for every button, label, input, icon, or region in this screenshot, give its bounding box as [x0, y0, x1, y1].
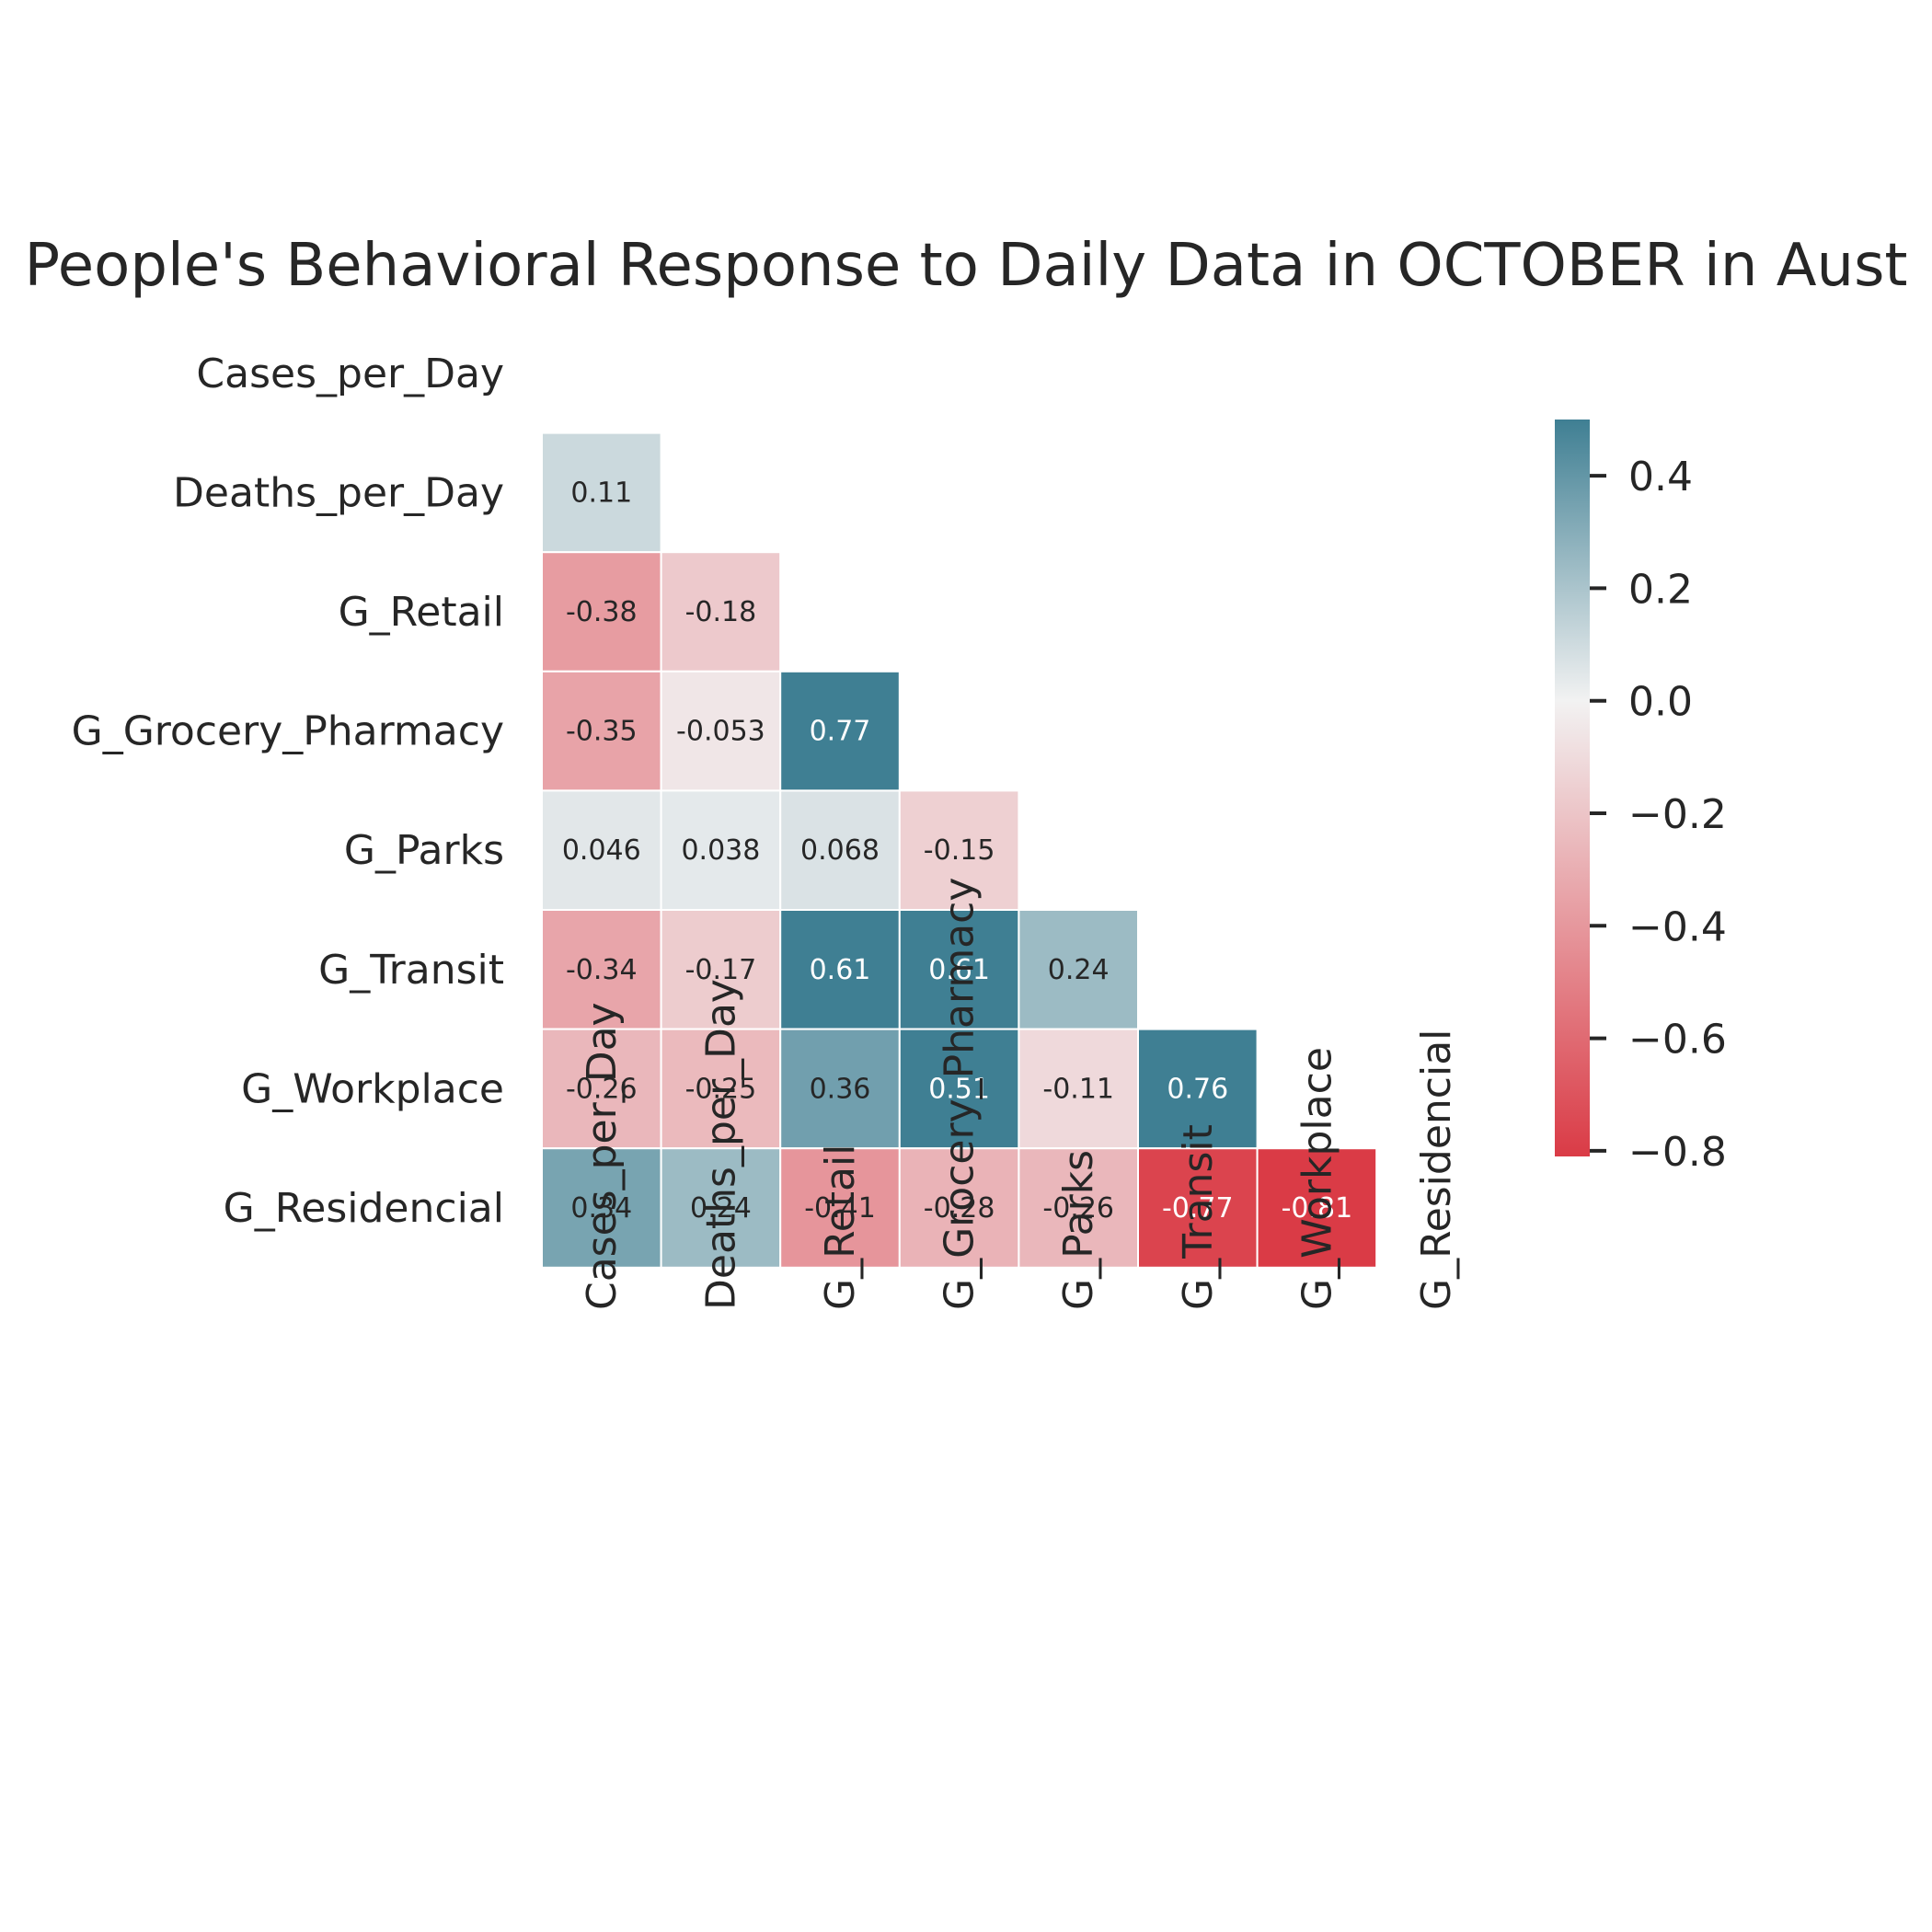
- heatmap-cells: 0.11 -0.38 -0.18 -0.35 -0.053 0.77 0.046 0.038 0…: [541, 431, 1378, 1269]
- heatmap-cell: [779, 789, 901, 912]
- cell-value-label: 0.11: [570, 477, 632, 509]
- cell-value-label: -0.11: [1042, 1073, 1114, 1105]
- cell-value-label: -0.28: [924, 1192, 995, 1225]
- heatmap-cell: [1018, 1147, 1140, 1269]
- cell-value-label: -0.34: [566, 954, 638, 986]
- heatmap-cell: [660, 789, 782, 912]
- row-label: G_Grocery_Pharmacy: [72, 708, 504, 755]
- cell-value-label: -0.26: [566, 1073, 638, 1105]
- cell-value-label: 0.36: [810, 1073, 871, 1105]
- colorbar-tick-label: −0.4: [1628, 903, 1727, 950]
- cell-value-label: -0.77: [1162, 1192, 1234, 1225]
- cell-value-label: 0.76: [1167, 1073, 1228, 1105]
- cell-value-label: -0.41: [804, 1192, 876, 1225]
- heatmap-cell: [898, 1028, 1020, 1150]
- row-tick-labels: Cases_per_Day Deaths_per_Day G_Retail G_Gro…: [72, 351, 504, 1232]
- column-label: G_Retail: [817, 1144, 864, 1310]
- column-label: G_Transit: [1175, 1124, 1222, 1310]
- cell-value-label: 0.34: [570, 1192, 632, 1225]
- heatmap-cell: [1256, 1147, 1378, 1269]
- cell-value-label: 0.24: [690, 1192, 752, 1225]
- chart-title: People's Behavioral Response to Daily Da…: [24, 232, 1907, 300]
- row-label: G_Transit: [318, 947, 504, 994]
- heatmap-cell: [660, 551, 782, 673]
- colorbar-tick-label: 0.0: [1628, 679, 1693, 726]
- cell-value-label: 0.51: [928, 1073, 990, 1105]
- colorbar-gradient: [1555, 420, 1590, 1156]
- colorbar-tick-label: 0.2: [1628, 566, 1693, 613]
- column-label: G_Workplace: [1294, 1047, 1340, 1310]
- row-label: G_Workplace: [241, 1065, 504, 1112]
- cell-value-label: 0.61: [928, 954, 990, 986]
- heatmap-cell: [898, 909, 1020, 1030]
- cell-value-label: 0.77: [810, 716, 871, 748]
- heatmap-cell: [541, 1147, 662, 1269]
- cell-value-label: -0.18: [685, 596, 757, 628]
- heatmap-cell: [541, 551, 662, 673]
- colorbar-tick-label: −0.6: [1628, 1017, 1727, 1064]
- colorbar: 0.4 0.2 0.0 −0.2 −0.4 −0.6 −0.8: [1555, 420, 1727, 1176]
- column-label: G_Residencial: [1413, 1029, 1460, 1310]
- cell-value-label: -0.35: [566, 716, 638, 748]
- heatmap-cell: [779, 1147, 901, 1269]
- colorbar-tick-label: −0.8: [1628, 1129, 1727, 1176]
- heatmap-cell: [660, 1147, 782, 1269]
- cell-value-label: -0.17: [685, 954, 757, 986]
- cell-value-label: 0.038: [681, 834, 760, 867]
- heatmap-cell: [779, 909, 901, 1030]
- cell-value-label: -0.38: [566, 596, 638, 628]
- cell-value-label: -0.15: [924, 834, 995, 867]
- cell-value-label: 0.24: [1048, 954, 1110, 986]
- heatmap-cell: [779, 1028, 901, 1150]
- cell-value-label: 0.61: [810, 954, 871, 986]
- row-label: G_Residencial: [224, 1185, 504, 1232]
- cell-value-label: -0.26: [1042, 1192, 1114, 1225]
- heatmap-cell: [541, 431, 662, 554]
- cell-value-label: -0.81: [1282, 1192, 1353, 1225]
- column-label: G_Parks: [1055, 1150, 1102, 1310]
- column-label: G_Grocery_Pharmacy: [937, 878, 983, 1310]
- column-label: Cases_per_Day: [579, 1002, 626, 1310]
- colorbar-tick-label: −0.2: [1628, 791, 1727, 838]
- cell-value-label: -0.25: [685, 1073, 757, 1105]
- heatmap-cell: [898, 1147, 1020, 1269]
- row-label: G_Parks: [344, 827, 504, 874]
- heatmap-cell: [1137, 1028, 1259, 1150]
- cell-value-label: -0.053: [676, 716, 765, 748]
- row-label: G_Retail: [339, 589, 504, 636]
- colorbar-tick-label: 0.4: [1628, 454, 1693, 500]
- heatmap-cell: [660, 1028, 782, 1150]
- column-tick-labels: Cases_per_Day Deaths_per_Day G_Retail G_Gro…: [579, 878, 1460, 1310]
- row-label: Cases_per_Day: [196, 351, 504, 397]
- row-label: Deaths_per_Day: [173, 469, 504, 516]
- column-label: Deaths_per_Day: [697, 979, 744, 1310]
- cell-value-label: 0.046: [562, 834, 641, 867]
- cell-value-label: 0.068: [800, 834, 880, 867]
- colorbar-ticks: 0.4 0.2 0.0 −0.2 −0.4 −0.6 −0.8: [1590, 454, 1727, 1176]
- heatmap-cell: [1137, 1147, 1259, 1269]
- heatmap-cell: [1018, 909, 1140, 1030]
